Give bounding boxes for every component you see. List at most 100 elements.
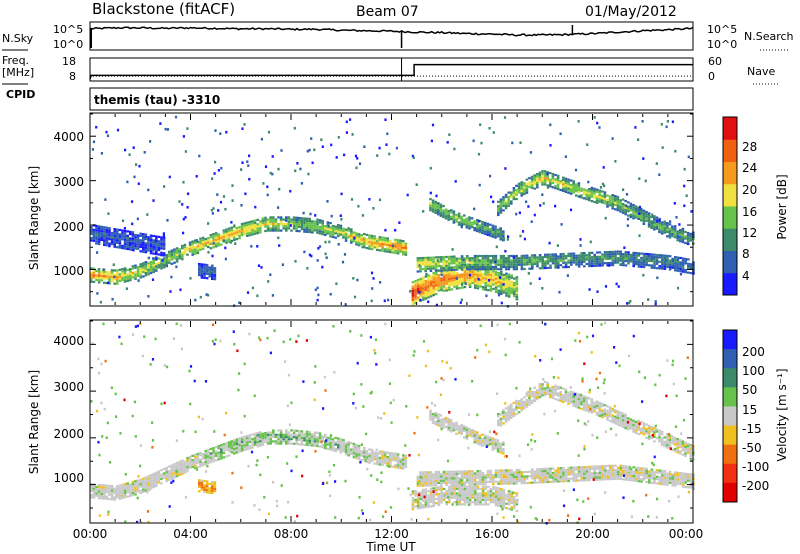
- heatmap-cell: [347, 229, 350, 232]
- heatmap-cell: [123, 229, 127, 233]
- heatmap-cell: [471, 496, 474, 499]
- heatmap-cell: [198, 273, 201, 277]
- heatmap-cell: [246, 443, 249, 446]
- heatmap-cell: [611, 466, 615, 470]
- heatmap-cell: [512, 195, 516, 198]
- heatmap-cell: [640, 219, 643, 222]
- heatmap-cell: [152, 234, 155, 238]
- heatmap-cell: [575, 256, 578, 259]
- heatmap-cell: [422, 504, 425, 507]
- heatmap-cell: [434, 205, 437, 208]
- heatmap-cell: [162, 245, 166, 248]
- heatmap-cell: [445, 287, 448, 290]
- heatmap-cell: [274, 433, 278, 436]
- heatmap-cell: [126, 273, 129, 276]
- heatmap-cell: [502, 204, 505, 208]
- heatmap-cell: [614, 259, 617, 262]
- heatmap-cell: [198, 485, 201, 488]
- heatmap-cell: [313, 431, 317, 434]
- heatmap-cell: [460, 264, 464, 267]
- heatmap-speck: [406, 193, 409, 197]
- heatmap-cell: [614, 250, 617, 253]
- heatmap-cell: [344, 230, 348, 233]
- heatmap-cell: [676, 478, 680, 481]
- heatmap-cell: [476, 227, 479, 230]
- heatmap-cell: [123, 491, 127, 494]
- heatmap-cell: [437, 473, 440, 476]
- heatmap-cell: [481, 487, 485, 491]
- heatmap-cell: [105, 244, 109, 247]
- heatmap-cell: [445, 481, 448, 484]
- heatmap-cell: [645, 219, 648, 222]
- heatmap-cell: [305, 441, 309, 444]
- heatmap-cell: [434, 256, 438, 259]
- heatmap-speck: [149, 140, 152, 143]
- heatmap-cell: [194, 460, 197, 463]
- heatmap-cell: [350, 241, 353, 244]
- heatmap-cell: [510, 193, 513, 196]
- heatmap-cell: [442, 498, 446, 502]
- heatmap-cell: [648, 257, 651, 260]
- heatmap-cell: [486, 222, 489, 225]
- heatmap-cell: [416, 475, 420, 478]
- heatmap-cell: [324, 442, 327, 445]
- heatmap-cell: [673, 231, 677, 234]
- heatmap-cell: [139, 250, 142, 253]
- heatmap-cell: [512, 268, 516, 271]
- heatmap-cell: [352, 231, 356, 234]
- heatmap-cell: [199, 244, 202, 247]
- heatmap-cell: [118, 235, 122, 238]
- heatmap-cell: [650, 470, 654, 473]
- heatmap-cell: [110, 493, 114, 496]
- heatmap-cell: [222, 445, 226, 448]
- heatmap-cell: [220, 236, 223, 240]
- heatmap-cell: [134, 266, 137, 269]
- heatmap-cell: [339, 233, 343, 236]
- heatmap-cell: [243, 444, 246, 447]
- heatmap-cell: [142, 275, 145, 278]
- heatmap-cell: [494, 495, 498, 498]
- heatmap-cell: [121, 244, 124, 247]
- heatmap-cell: [90, 278, 93, 281]
- heatmap-cell: [421, 484, 425, 487]
- heatmap-cell: [155, 253, 158, 256]
- heatmap-cell: [160, 475, 163, 478]
- heatmap-cell: [642, 218, 646, 221]
- heatmap-cell: [476, 263, 479, 266]
- heatmap-cell: [442, 280, 446, 284]
- heatmap-cell: [422, 497, 425, 500]
- heatmap-speck: [96, 251, 99, 254]
- heatmap-cell: [170, 262, 174, 265]
- heatmap-cell: [183, 464, 187, 468]
- heatmap-cell: [466, 498, 469, 502]
- heatmap-cell: [214, 234, 218, 237]
- heatmap-cell: [105, 226, 109, 229]
- heatmap-cell: [674, 471, 677, 474]
- heatmap-cell: [370, 448, 374, 451]
- heatmap-cell: [222, 236, 226, 239]
- heatmap-cell: [429, 198, 432, 201]
- heatmap-cell: [416, 496, 420, 499]
- heatmap-cell: [429, 265, 433, 268]
- heatmap-cell: [126, 230, 129, 233]
- heatmap-speck: [124, 148, 127, 152]
- heatmap-speck: [655, 162, 658, 165]
- heatmap-cell: [489, 280, 493, 283]
- heatmap-cell: [471, 470, 474, 473]
- heatmap-cell: [689, 484, 693, 487]
- heatmap-cell: [455, 287, 459, 290]
- heatmap-cell: [653, 219, 656, 222]
- heatmap-cell: [689, 475, 693, 478]
- heatmap-speck: [136, 217, 139, 221]
- heatmap-speck: [455, 277, 458, 280]
- heatmap-cell: [510, 254, 513, 258]
- heatmap-cell: [520, 265, 524, 268]
- heatmap-cell: [113, 236, 116, 239]
- heatmap-cell: [429, 477, 433, 480]
- heatmap-cell: [198, 265, 201, 268]
- heatmap-cell: [507, 494, 511, 497]
- heatmap-cell: [504, 200, 508, 203]
- heatmap-speck: [211, 254, 214, 258]
- heatmap-cell: [399, 241, 402, 244]
- heatmap-cell: [525, 261, 529, 264]
